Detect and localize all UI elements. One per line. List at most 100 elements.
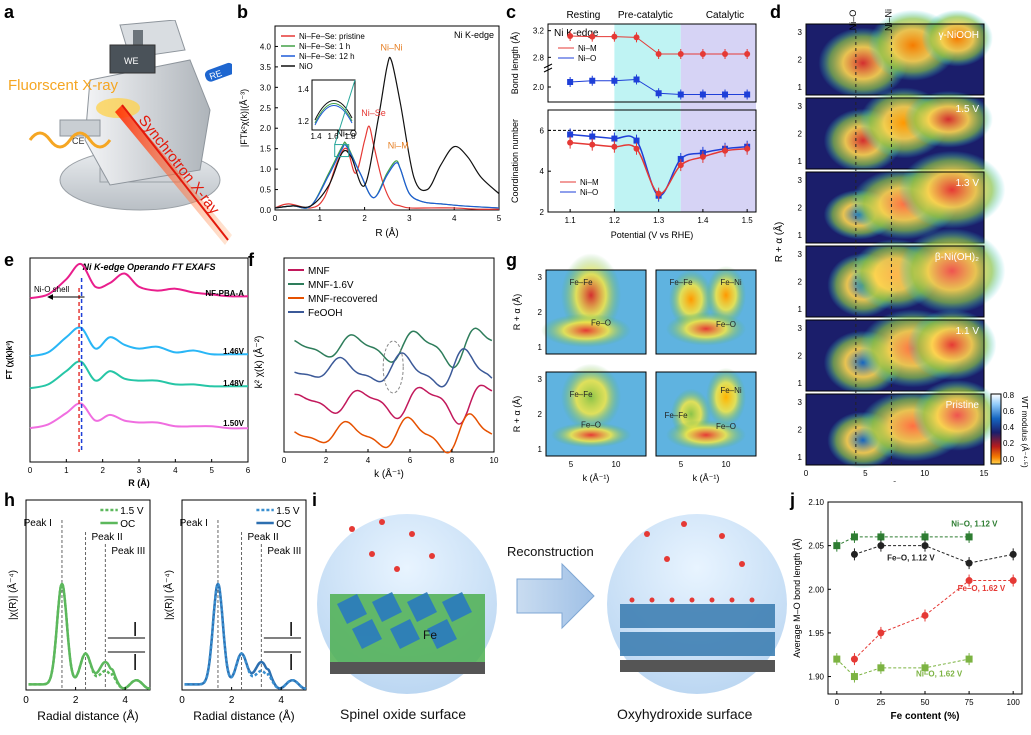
ni-m-cn-point [677,162,684,169]
reconstruction-label: Reconstruction [507,544,594,559]
inset-x-label: 1.6 [327,132,339,141]
region-label: Catalytic [706,10,744,21]
x-tick-label: 5 [569,460,574,469]
y-tick-label: 3 [798,250,803,259]
chart-e: Ni K-edge Operando FT EXAFS NF-PBA-A 1.46V… [5,257,251,488]
right-caption: Oxyhydroxide surface [617,706,753,722]
data-point [965,577,973,585]
legend-label: MNF [308,266,330,277]
y-tick-label: 3.5 [260,63,272,72]
x-axis-label: k (Å⁻¹) [374,467,404,480]
series-line-2 [29,360,248,390]
top-label: Ni–O [848,10,858,31]
series-line-0 [29,262,249,300]
state-label: Pristine [946,400,980,411]
y-tick-label: 2.0 [533,83,545,92]
map-frame [655,269,757,355]
series-label: Fe–O, 1.62 V [958,584,1006,593]
x-axis-label: R (Å) [375,226,398,239]
series-label: 1.50V [223,419,245,428]
legend-label: Ni–M [580,178,599,187]
series-label: Ni–O, 1.12 V [951,519,998,528]
colorbar-tick: 0.4 [1003,423,1015,432]
y-tick-label: 2 [798,56,803,65]
y-axis-label: Average M–O bond length (Å) [792,538,802,657]
panel-letter-a: a [4,2,15,22]
map-frame [545,371,647,457]
y-tick-label: 1.95 [808,629,824,638]
data-point [850,655,858,663]
chart-b: 0.0 0.5 1.0 1.5 2.0 2.5 3.0 3.5 4.0 0 1 2 3 4 5 R (Å) |F… [239,25,502,239]
state-label: γ-NiOOH [938,30,979,41]
oxyhydroxide-model [607,514,787,694]
region-label: Resting [566,10,600,21]
series-line-2 [854,580,1014,660]
series-line-1 [29,326,249,358]
legend-label: 1.5 V [276,506,300,517]
wt-d3-blob [898,228,1006,314]
x-tick-label: 4 [452,214,457,223]
y-tick-label: 2.0 [260,124,272,133]
y-axis-label-bottom: Coordination number [510,119,520,203]
inset-line-0 [314,100,353,121]
ni-m-cn-point [567,139,574,146]
ni-o-bond-point [567,79,574,85]
x-tick-label: 10 [490,456,499,465]
reconstruction-arrow [516,562,595,630]
colorbar-tick: 0.8 [1003,391,1015,400]
y-tick-label: 1 [798,453,803,462]
chart-title: Ni K-edge Operando FT EXAFS [82,262,215,272]
x-axis-label: Potential (V vs RHE) [611,230,694,240]
x-axis-label: R (Å) [128,478,150,488]
x-tick-label: 10 [920,469,929,478]
x-tick-label: 4 [278,695,284,706]
chart-h-frame-1 [181,499,307,691]
x-tick-label: 25 [876,698,885,707]
y-tick-label: 0.5 [260,186,272,195]
re-electrode [204,62,232,82]
state-label: 1.3 V [956,178,980,189]
annotation: Ni–O [336,128,357,138]
bond-label: Fe–Fe [569,390,593,399]
left-caption: Spinel oxide surface [340,706,466,722]
ni-m-bond-point [699,51,706,57]
y-tick-label: 1 [798,157,803,166]
legend-label: OC [276,519,291,530]
re-label: RE [208,68,223,82]
panel-f: MNF MNF-1.6V MNF-recovered FeOOH 0 2 4 6 8 10 k (Å… [248,252,504,488]
legend-label: Ni–Fe–Se: 12 h [299,52,355,61]
data-point [1009,577,1017,585]
x-tick-label: 5 [209,466,214,475]
legend-label: Ni–O [578,54,596,63]
y-axis-label: |FTk²χ(k)|(Å⁻³) [239,89,249,147]
data-point [877,629,885,637]
peak-label: Peak III [267,546,301,557]
wt-d1-blob [903,90,993,148]
y-tick-label: 1 [538,343,543,352]
y-tick-label: 2 [538,308,543,317]
ni-m-bond-point [611,33,618,40]
x-tick-label: 1.4 [697,216,709,225]
inset-line-1 [314,103,353,124]
x-tick-label: 10 [612,460,621,469]
y-tick-label: 4.0 [260,42,272,51]
y-tick-label: 2 [538,410,543,419]
chart-c: Resting Pre-catalytic Catalytic Ni K-edge 3.… [510,10,757,240]
y-axis-label-top: Bond length (Å) [510,32,520,95]
x-axis-label: Radial distance (Å) [37,708,138,723]
wt-d4-map [805,309,997,395]
x-axis-label: Radial distance (Å) [193,708,294,723]
cell-illustration: WE RE CE Fluorscent X-ray Synchrotron X-… [8,20,232,245]
ni-o-cn-point [611,135,618,142]
panel-c: Resting Pre-catalytic Catalytic Ni K-edge 3.… [506,2,768,248]
series-label: NF-PBA-A [205,289,244,298]
x-axis-label: Fe content (%) [891,711,960,722]
x-tick-label: 4 [173,466,178,475]
y-tick-label: 1.0 [260,165,272,174]
annotation: Ni–Se [361,108,386,118]
ni-o-bond-point [722,91,729,98]
data-point [833,655,841,663]
chart-d: γ-NiOOH 3 2 1 1.5 V 3 2 1 1.3 V 3 2 1 β-Ni(OH)₂ 3 2 1 1.… [772,9,1029,482]
ni-m-bond-point [633,34,640,41]
y-tick-label: 3 [798,176,803,185]
